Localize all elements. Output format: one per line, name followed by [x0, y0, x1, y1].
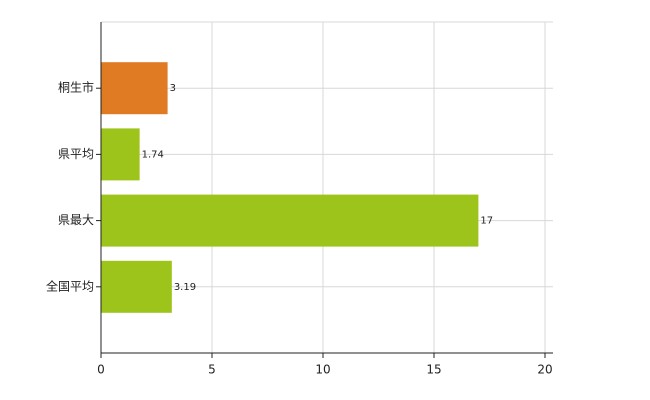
value-label: 1.74 — [142, 149, 164, 160]
bar — [101, 128, 140, 181]
value-label: 17 — [480, 216, 493, 227]
bar — [101, 194, 479, 247]
x-tick-label: 5 — [208, 363, 216, 377]
y-tick-label: 県最大 — [58, 213, 94, 227]
y-tick-label: 全国平均 — [46, 278, 94, 293]
y-tick-label: 県平均 — [58, 147, 94, 161]
value-label: 3.19 — [174, 282, 196, 293]
x-tick-label: 15 — [426, 363, 441, 377]
y-tick-label: 桐生市 — [58, 80, 94, 95]
bar — [101, 260, 172, 313]
bar — [101, 62, 168, 115]
x-tick-label: 20 — [537, 363, 552, 377]
x-tick-label: 10 — [315, 363, 330, 377]
value-label: 3 — [170, 83, 176, 94]
x-tick-label: 0 — [97, 363, 105, 377]
